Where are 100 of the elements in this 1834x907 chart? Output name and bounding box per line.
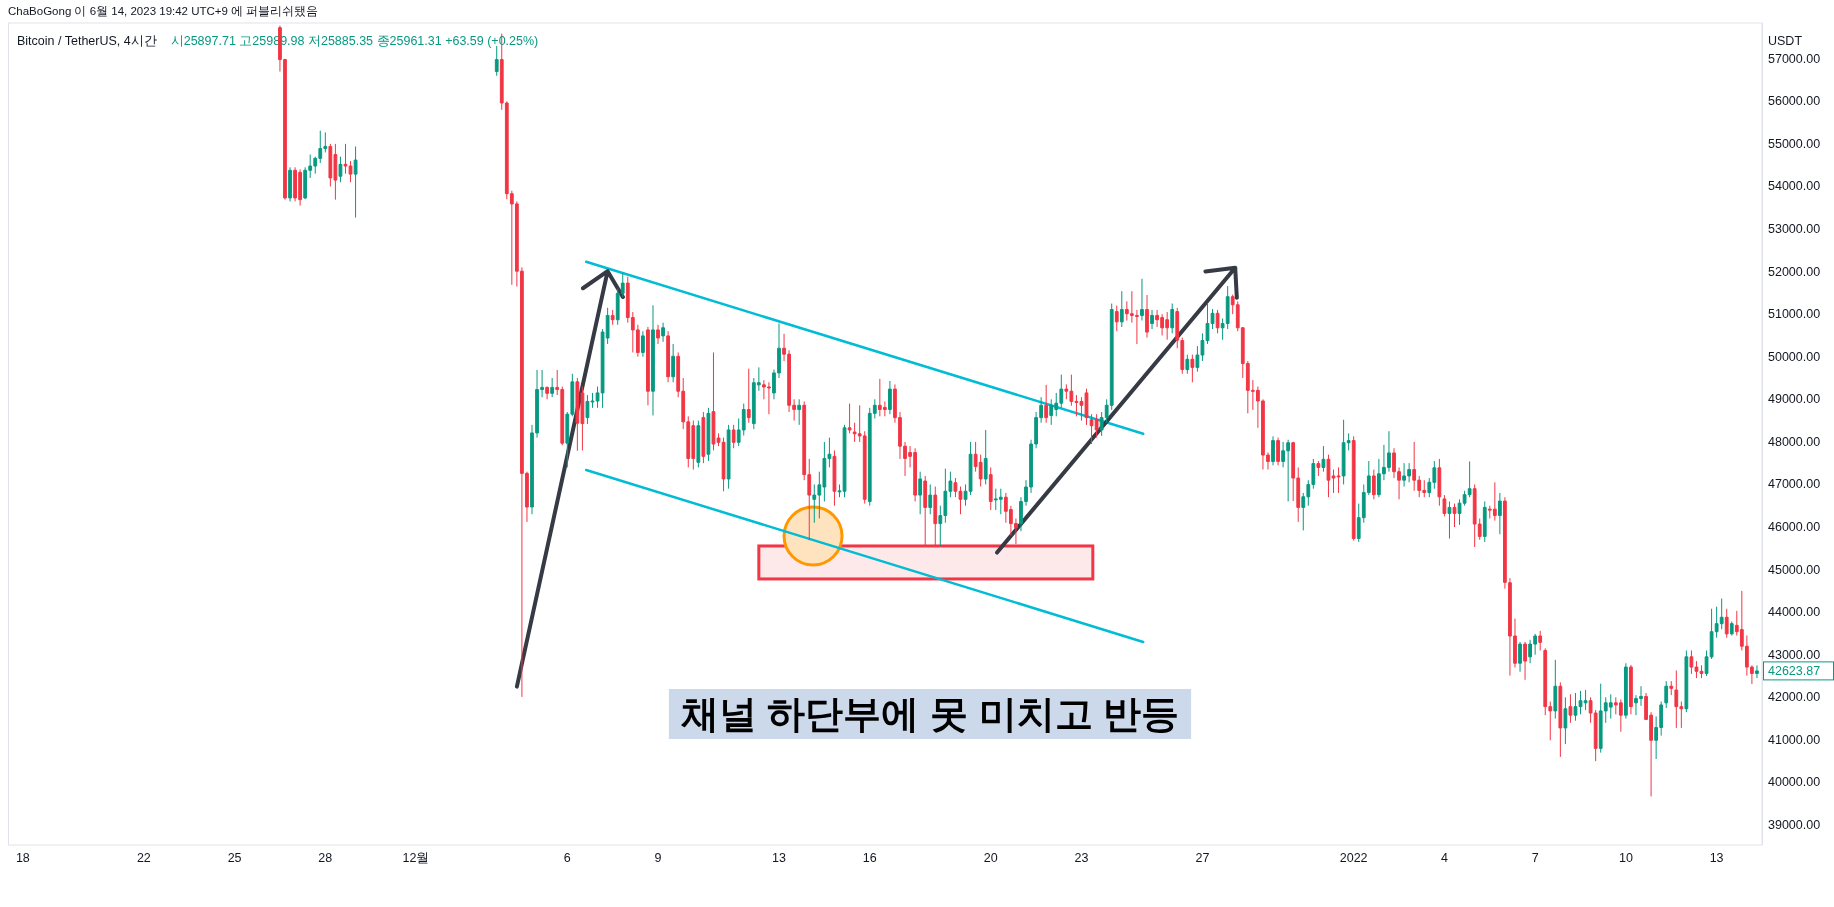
candlestick [661,322,665,343]
candlestick [1351,435,1356,542]
candlestick [1170,303,1175,334]
candlestick [1190,354,1195,383]
candlestick [1755,664,1759,679]
candlestick [1316,460,1321,477]
candlestick [1140,278,1144,322]
candlestick [1447,500,1452,540]
candlestick [1276,437,1280,466]
candlestick [918,471,923,515]
candlestick [1150,309,1154,330]
candlestick [726,424,731,490]
candlestick [923,475,928,547]
candlestick [1553,659,1558,720]
candlestick [1563,696,1568,745]
candlestick [1145,294,1149,339]
candlestick [1321,445,1326,473]
x-tick-label: 12월 [402,851,430,865]
candlestick [1538,630,1543,651]
x-tick-label: 23 [1074,851,1089,865]
candlestick [746,368,751,424]
y-tick-label: 51000.00 [1768,307,1821,322]
last-price-tag: 42623.87 [1763,661,1834,681]
x-tick-label: 13 [772,851,787,865]
x-tick-label: 27 [1195,851,1210,865]
x-tick-label: 16 [862,851,877,865]
y-tick-label: 40000.00 [1768,775,1821,790]
candlestick [928,483,933,515]
candlestick [731,424,736,449]
candlestick [1044,384,1049,424]
y-tick-label: 50000.00 [1768,349,1821,364]
candlestick [832,449,837,507]
y-tick-label: 44000.00 [1768,605,1821,620]
candlestick [1371,469,1376,500]
candlestick [1482,500,1487,543]
candlestick [1608,693,1613,720]
candlestick [1724,608,1729,639]
candlestick [888,380,892,415]
candlestick [1568,693,1573,724]
y-tick-label: 48000.00 [1768,434,1821,449]
candlestick [797,398,802,426]
candlestick [1114,305,1119,332]
candlestick [988,466,993,511]
y-tick-label: 46000.00 [1768,520,1821,535]
candlestick [983,429,988,485]
candlestick [1442,494,1447,517]
candlestick [1452,503,1457,528]
candlestick [1523,641,1527,681]
candlestick [651,304,655,416]
candlestick [1185,354,1190,375]
candlestick [1492,481,1497,522]
text: Bitcoin / TetherUS, 4시간 [17,34,157,48]
candlestick [1271,435,1275,466]
candlestick [1674,669,1679,729]
x-tick-label: 20 [983,851,998,865]
candlestick [933,486,938,547]
candlestick [671,343,676,383]
candlestick [1684,649,1689,713]
y-axis-title: USDT [1768,34,1803,48]
candlestick [1669,680,1674,696]
candlestick [550,377,555,398]
y-tick-label: 45000.00 [1768,562,1821,577]
candlestick [1624,662,1628,720]
candlestick [1119,290,1124,328]
x-tick-label: 25 [227,851,242,865]
y-tick-label: 56000.00 [1768,94,1821,109]
y-tick-label: 57000.00 [1768,51,1821,66]
candlestick [706,407,711,462]
candlestick [641,330,645,358]
candlestick [1618,698,1623,733]
x-tick-label: 18 [15,851,30,865]
x-tick-label: 7 [1531,851,1539,865]
y-tick-label: 49000.00 [1768,392,1821,407]
x-tick-label: 10 [1618,851,1633,865]
candlestick [353,145,358,219]
x-tick-label: 9 [654,851,662,865]
y-tick-label: 43000.00 [1768,647,1821,662]
candlestick [1437,458,1442,507]
candlestick [1664,680,1669,709]
y-tick-label: 55000.00 [1768,136,1821,151]
text: ChaBoGong 이 6월 14, 2023 19:42 UTC+9 에 퍼블리쉬됐음 [8,5,319,17]
candlestick [646,326,650,406]
y-tick-label: 53000.00 [1768,222,1821,237]
candlestick [696,420,701,468]
x-tick-label: 2022 [1339,851,1368,865]
candlestick [666,330,670,383]
x-tick-label: 4 [1440,851,1448,865]
candlestick [545,386,550,400]
candlestick [1518,641,1522,673]
candlestick [1497,492,1502,535]
x-tick-label: 13 [1709,851,1724,865]
candlestick [1558,681,1563,758]
candlestick [1729,621,1734,637]
x-tick-label: 22 [136,851,151,865]
candlestick [656,324,660,345]
y-tick-label: 42000.00 [1768,690,1821,705]
candlestick [338,156,343,183]
y-tick-label: 52000.00 [1768,264,1821,279]
x-tick-label: 28 [318,851,333,865]
annotation: 채널 하단부에 못 미치고 반등 [680,693,1180,735]
